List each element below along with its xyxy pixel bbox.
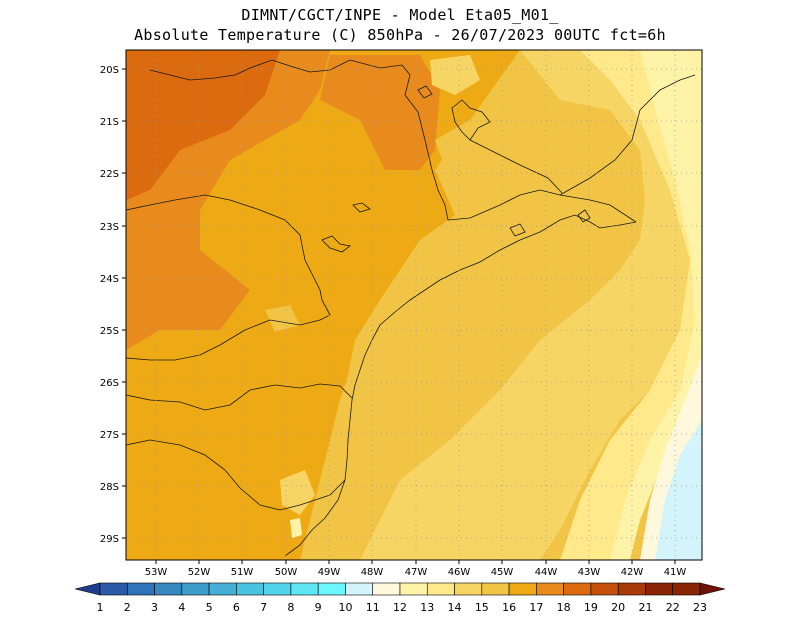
colorbar-label: 19 xyxy=(584,601,598,614)
colorbar-label: 14 xyxy=(448,601,462,614)
colorbar-arrow-high xyxy=(699,582,726,596)
lat-label: 25S xyxy=(100,326,119,337)
colorbar-arrow-low xyxy=(74,582,101,596)
lon-label: 41W xyxy=(664,567,687,578)
colorbar-label: 2 xyxy=(124,601,131,614)
lon-ticks xyxy=(155,560,676,564)
lat-label: 28S xyxy=(100,482,119,493)
colorbar-swatch xyxy=(617,582,646,596)
colorbar-label: 9 xyxy=(315,601,322,614)
lon-label: 46W xyxy=(448,567,471,578)
lon-label: 45W xyxy=(491,567,514,578)
temperature-field xyxy=(126,50,702,560)
lon-label: 43W xyxy=(578,567,601,578)
lat-label: 29S xyxy=(100,534,119,545)
lon-label: 51W xyxy=(231,567,254,578)
colorbar-swatch xyxy=(454,582,483,596)
colorbar-swatch xyxy=(181,582,210,596)
grid-lines xyxy=(126,50,702,560)
lon-label: 44W xyxy=(535,567,558,578)
lon-labels: 53W 52W 51W 50W 49W 48W 47W 46W 45W 44W … xyxy=(145,567,687,578)
lon-label: 48W xyxy=(361,567,384,578)
colorbar-label: 21 xyxy=(638,601,652,614)
lon-label: 42W xyxy=(621,567,644,578)
colorbar-swatch xyxy=(426,582,455,596)
lat-labels: 20S 21S 22S 23S 24S 25S 26S 27S 28S 29S xyxy=(100,65,119,545)
colorbar-swatch xyxy=(236,582,264,596)
colorbar-swatch xyxy=(372,582,401,596)
colorbar-swatch xyxy=(208,582,237,596)
colorbar-label: 10 xyxy=(338,601,352,614)
map-title-line2: Absolute Temperature (C) 850hPa - 26/07/… xyxy=(134,26,666,44)
colorbar-label: 12 xyxy=(393,601,407,614)
colorbar-label: 22 xyxy=(666,601,680,614)
lat-ticks xyxy=(122,68,126,539)
colorbar-label: 13 xyxy=(420,601,434,614)
colorbar-label: 5 xyxy=(206,601,213,614)
lon-label: 52W xyxy=(188,567,211,578)
lon-label: 53W xyxy=(145,567,168,578)
lat-label: 27S xyxy=(100,430,119,441)
lat-label: 26S xyxy=(100,378,119,389)
lon-label: 49W xyxy=(318,567,341,578)
colorbar-swatch xyxy=(317,582,346,596)
colorbar-swatch xyxy=(126,582,155,596)
colorbar-label: 8 xyxy=(287,601,294,614)
colorbar-swatch xyxy=(508,582,537,596)
lat-label: 20S xyxy=(100,65,119,76)
colorbar-label: 16 xyxy=(502,601,516,614)
colorbar-label: 15 xyxy=(475,601,489,614)
colorbar-swatch xyxy=(263,582,292,596)
colorbar-swatch xyxy=(399,582,428,596)
lon-label: 50W xyxy=(275,567,298,578)
lat-label: 21S xyxy=(100,117,119,128)
colorbar-swatch xyxy=(672,582,701,596)
colorbar-label: 18 xyxy=(557,601,571,614)
colorbar-label: 23 xyxy=(693,601,707,614)
colorbar-label: 1 xyxy=(97,601,104,614)
colorbar-label: 17 xyxy=(529,601,543,614)
colorbar-label: 6 xyxy=(233,601,240,614)
colorbar-label: 11 xyxy=(366,601,380,614)
colorbar-swatch xyxy=(290,582,319,596)
borders xyxy=(126,59,696,557)
colorbar-label: 4 xyxy=(178,601,185,614)
colorbar-label: 3 xyxy=(151,601,158,614)
colorbar: 1 2 3 4 5 6 7 8 9 10 11 12 13 14 15 16 17 18 19 20 21 22 23 xyxy=(74,582,726,614)
colorbar-swatch xyxy=(99,582,128,596)
map-frame xyxy=(125,49,703,561)
colorbar-swatch xyxy=(345,582,374,596)
map-title-line1: DIMNT/CGCT/INPE - Model Eta05_M01_ xyxy=(241,6,559,24)
colorbar-swatch xyxy=(536,582,564,596)
colorbar-label: 20 xyxy=(611,601,625,614)
colorbar-swatch xyxy=(481,582,510,596)
lat-label: 22S xyxy=(100,169,119,180)
colorbar-swatch xyxy=(154,582,183,596)
lon-label: 47W xyxy=(405,567,428,578)
lat-label: 24S xyxy=(100,274,119,285)
colorbar-swatch xyxy=(645,582,674,596)
lat-label: 23S xyxy=(100,222,119,233)
colorbar-label: 7 xyxy=(260,601,267,614)
colorbar-swatch xyxy=(590,582,619,596)
colorbar-swatch xyxy=(563,582,592,596)
